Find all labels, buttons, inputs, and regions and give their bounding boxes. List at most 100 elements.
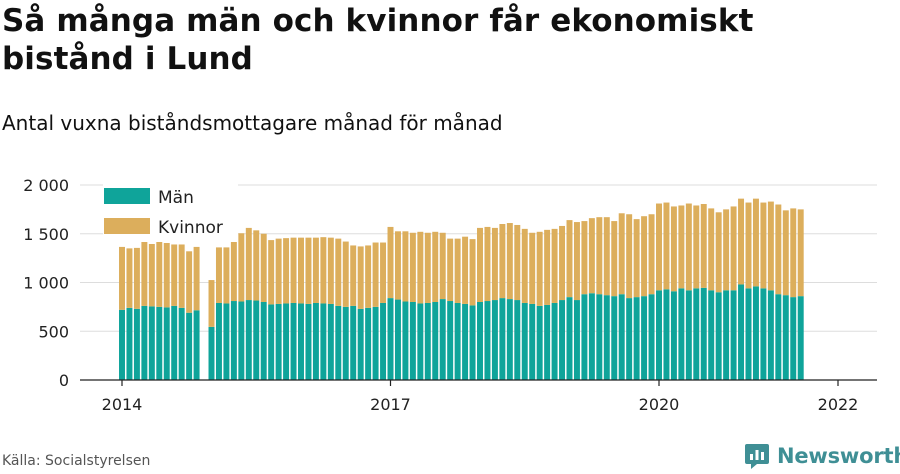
bar-kvinnor bbox=[126, 248, 133, 308]
y-tick-label: 1 500 bbox=[23, 225, 69, 244]
bar-kvinnor bbox=[432, 231, 439, 302]
bar-kvinnor bbox=[596, 217, 603, 295]
bar-man bbox=[790, 297, 797, 380]
bar-kvinnor bbox=[402, 231, 409, 302]
bar-man bbox=[685, 290, 692, 380]
bar-kvinnor bbox=[670, 206, 677, 292]
newsworthy-logo-icon bbox=[745, 444, 769, 469]
bar-kvinnor bbox=[641, 216, 648, 297]
bar-kvinnor bbox=[298, 237, 304, 304]
bar-kvinnor bbox=[536, 231, 543, 306]
y-tick-label: 0 bbox=[59, 371, 69, 390]
bar-man bbox=[156, 306, 163, 380]
bar-man bbox=[521, 302, 528, 380]
bar-kvinnor bbox=[372, 242, 379, 307]
bar-kvinnor bbox=[603, 217, 610, 296]
bar-kvinnor bbox=[723, 209, 730, 291]
axes: 0 500 1 000 1 500 2 000 2014 2017 2020 2022 bbox=[23, 176, 877, 414]
bar-man bbox=[536, 305, 543, 380]
bar-kvinnor bbox=[767, 201, 774, 291]
bar-kvinnor bbox=[357, 246, 364, 309]
bar-man bbox=[417, 303, 424, 380]
bar-kvinnor bbox=[715, 212, 722, 293]
bar-kvinnor bbox=[738, 198, 745, 285]
bar-kvinnor bbox=[797, 209, 804, 297]
bar-man bbox=[447, 301, 454, 380]
bar-man bbox=[544, 304, 551, 380]
bar-kvinnor bbox=[544, 229, 551, 305]
x-tick-label: 2017 bbox=[370, 395, 411, 414]
bar-kvinnor bbox=[491, 227, 498, 301]
bar-kvinnor bbox=[618, 213, 625, 295]
chart-subtitle: Antal vuxna biståndsmottagare månad för … bbox=[2, 111, 503, 135]
bar-man bbox=[230, 301, 237, 380]
bar-man bbox=[618, 294, 625, 380]
bar-kvinnor bbox=[559, 225, 566, 301]
legend-swatch-kvinnor bbox=[104, 218, 150, 234]
bar-kvinnor bbox=[439, 232, 446, 300]
bar-kvinnor bbox=[171, 244, 178, 306]
bar-kvinnor bbox=[730, 206, 737, 291]
bar-man bbox=[387, 298, 394, 380]
bar-man bbox=[305, 303, 312, 380]
bar-kvinnor bbox=[685, 203, 692, 291]
bar-man bbox=[394, 299, 401, 380]
bar-man bbox=[141, 305, 148, 380]
bar-man bbox=[730, 290, 737, 380]
bar-man bbox=[752, 286, 759, 380]
bar-man bbox=[551, 302, 558, 380]
bar-man bbox=[611, 296, 618, 380]
bar-man bbox=[484, 301, 491, 380]
bar-man bbox=[723, 290, 730, 380]
bar-kvinnor bbox=[447, 238, 454, 302]
bar-kvinnor bbox=[656, 203, 662, 291]
bar-kvinnor bbox=[573, 222, 580, 301]
y-tick-label: 500 bbox=[38, 322, 69, 341]
bar-man bbox=[402, 301, 409, 380]
brand-logo[interactable]: Newsworthy bbox=[744, 442, 900, 470]
bar-man bbox=[365, 307, 372, 380]
bar-kvinnor bbox=[305, 237, 312, 304]
bar-kvinnor bbox=[633, 219, 640, 298]
bar-man bbox=[454, 302, 461, 380]
x-tick-label: 2014 bbox=[102, 395, 143, 414]
bar-kvinnor bbox=[245, 227, 252, 301]
bar-kvinnor bbox=[566, 220, 573, 298]
bar-kvinnor bbox=[506, 223, 513, 300]
x-tick-label: 2022 bbox=[818, 395, 859, 414]
bar-kvinnor bbox=[626, 214, 633, 299]
bar-kvinnor bbox=[208, 280, 215, 327]
bar-man bbox=[193, 310, 200, 380]
bar-man bbox=[335, 305, 342, 380]
bar-man bbox=[126, 307, 133, 380]
bar-man bbox=[148, 306, 155, 380]
bar-man bbox=[253, 300, 260, 380]
bar-man bbox=[186, 312, 193, 380]
bar-man bbox=[700, 287, 707, 380]
source-note: Källa: Socialstyrelsen bbox=[2, 453, 151, 469]
bar-kvinnor bbox=[462, 236, 469, 304]
bar-kvinnor bbox=[752, 198, 759, 287]
bar-man bbox=[603, 295, 610, 380]
bar-kvinnor bbox=[454, 238, 461, 303]
bar-kvinnor bbox=[484, 226, 491, 302]
bar-kvinnor bbox=[581, 221, 588, 295]
bar-kvinnor bbox=[588, 218, 595, 294]
bar-kvinnor bbox=[342, 241, 349, 307]
bar-kvinnor bbox=[387, 226, 394, 299]
bar-man bbox=[491, 300, 498, 380]
bar-kvinnor bbox=[230, 232, 237, 302]
bar-man bbox=[581, 294, 588, 380]
bar-kvinnor bbox=[290, 237, 297, 303]
bar-kvinnor bbox=[186, 251, 193, 313]
bar-kvinnor bbox=[700, 204, 707, 288]
brand-name: Newsworthy bbox=[777, 444, 900, 468]
bar-man bbox=[424, 302, 431, 380]
bar-man bbox=[566, 297, 573, 380]
bar-man bbox=[506, 299, 513, 380]
legend-swatch-man bbox=[104, 188, 150, 204]
bar-kvinnor bbox=[275, 238, 282, 304]
bar-kvinnor bbox=[394, 231, 401, 300]
bar-man bbox=[767, 290, 774, 380]
